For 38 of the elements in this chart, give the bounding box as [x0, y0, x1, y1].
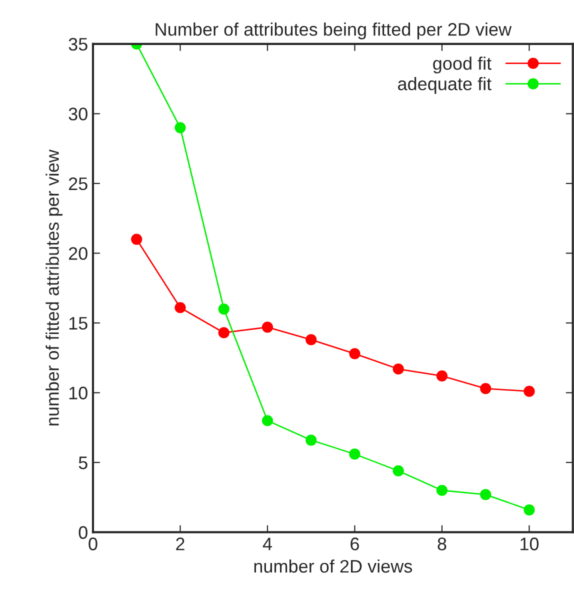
y-tick-label: 35 [68, 38, 88, 51]
chart-title: Number of attributes being fitted per 2D view [156, 22, 512, 40]
x-tick-label: 10 [520, 538, 539, 550]
y-tick-label: 25 [68, 177, 88, 190]
point [436, 370, 448, 382]
legend-label: good fit [433, 56, 492, 74]
point [174, 302, 186, 314]
x-axis-title: number of 2D views [254, 559, 412, 573]
y-tick-label: 20 [68, 247, 88, 260]
x-tick-label: 6 [350, 538, 359, 550]
point [306, 434, 317, 446]
point [524, 504, 535, 516]
y-tick-label: 5 [78, 456, 88, 470]
point [131, 234, 142, 245]
x-tick-label: 8 [438, 538, 446, 550]
x-tick-label: 4 [262, 538, 272, 550]
point [436, 484, 448, 496]
x-tick-label: 2 [176, 538, 184, 550]
y-tick-label: 30 [68, 108, 88, 120]
point [306, 334, 317, 346]
point [392, 465, 404, 476]
y-tick-label: 15 [69, 317, 88, 330]
point [218, 303, 230, 315]
point [174, 122, 186, 134]
point [392, 363, 404, 375]
legend-label: adequate fit [398, 77, 492, 94]
point [262, 322, 274, 333]
point [349, 448, 360, 460]
point [349, 348, 360, 360]
y-tick-label: 10 [69, 386, 88, 400]
point [218, 327, 230, 338]
point [262, 415, 274, 426]
y-tick-label: 0 [78, 526, 88, 539]
point [480, 489, 492, 500]
x-tick-label: 0 [88, 538, 98, 550]
point [524, 386, 535, 397]
y-axis-title: number of fitted attributes per view [46, 150, 62, 426]
point [480, 382, 492, 394]
